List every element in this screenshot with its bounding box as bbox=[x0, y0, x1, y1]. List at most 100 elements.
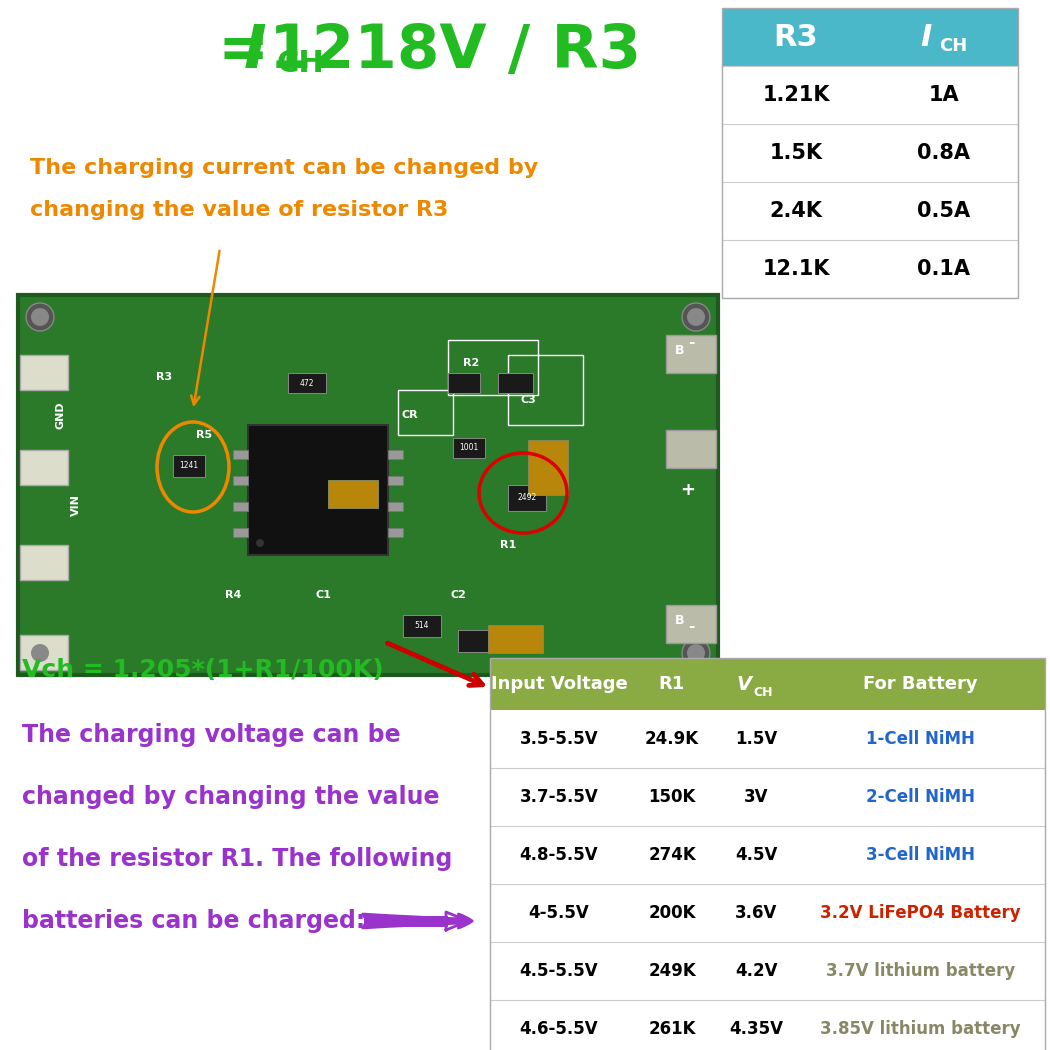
Bar bbox=[18, 295, 718, 675]
Bar bbox=[722, 66, 1018, 124]
Text: 1.21K: 1.21K bbox=[762, 85, 830, 105]
Text: C2: C2 bbox=[450, 590, 466, 600]
Text: -: - bbox=[688, 336, 694, 351]
Bar bbox=[666, 335, 716, 373]
Bar bbox=[448, 373, 480, 393]
Text: C1: C1 bbox=[315, 590, 331, 600]
Bar bbox=[20, 355, 68, 390]
Bar bbox=[448, 340, 538, 395]
Bar bbox=[388, 450, 403, 459]
Text: 3V: 3V bbox=[743, 788, 769, 806]
Text: 2492: 2492 bbox=[518, 494, 537, 503]
Text: 3.7V lithium battery: 3.7V lithium battery bbox=[826, 962, 1015, 980]
Bar bbox=[233, 528, 248, 537]
Text: R1: R1 bbox=[659, 675, 685, 693]
Ellipse shape bbox=[687, 308, 705, 326]
Bar bbox=[722, 240, 1018, 298]
Text: 1A: 1A bbox=[928, 85, 960, 105]
Text: 1-Cell NiMH: 1-Cell NiMH bbox=[866, 730, 975, 748]
Bar bbox=[233, 476, 248, 485]
Bar bbox=[490, 658, 1045, 1050]
Bar bbox=[388, 502, 403, 511]
Ellipse shape bbox=[32, 308, 49, 326]
Text: 3.7-5.5V: 3.7-5.5V bbox=[520, 788, 598, 806]
Text: The charging current can be changed by: The charging current can be changed by bbox=[30, 158, 539, 179]
Text: -: - bbox=[688, 620, 694, 634]
Bar bbox=[498, 373, 533, 393]
Text: 3-Cell NiMH: 3-Cell NiMH bbox=[866, 846, 975, 864]
Bar bbox=[398, 390, 453, 435]
Text: R1: R1 bbox=[500, 540, 517, 550]
Text: R3: R3 bbox=[774, 22, 818, 51]
Bar bbox=[490, 826, 1045, 884]
Text: 4-5.5V: 4-5.5V bbox=[528, 904, 589, 922]
Ellipse shape bbox=[26, 639, 54, 667]
Text: 261K: 261K bbox=[648, 1020, 696, 1038]
Bar bbox=[490, 710, 1045, 768]
Ellipse shape bbox=[256, 539, 264, 547]
Ellipse shape bbox=[682, 639, 710, 667]
Text: 1241: 1241 bbox=[180, 462, 198, 470]
Text: 4.8-5.5V: 4.8-5.5V bbox=[520, 846, 598, 864]
Bar bbox=[365, 918, 446, 925]
Text: 472: 472 bbox=[299, 378, 314, 387]
Text: CR: CR bbox=[401, 410, 418, 420]
Text: 12.1K: 12.1K bbox=[762, 259, 830, 279]
Text: C3: C3 bbox=[520, 395, 536, 405]
Text: CH: CH bbox=[753, 686, 773, 698]
Text: 1.5K: 1.5K bbox=[770, 143, 822, 163]
Text: 2-Cell NiMH: 2-Cell NiMH bbox=[866, 788, 975, 806]
Text: 2.4K: 2.4K bbox=[770, 201, 822, 220]
Text: 3.6V: 3.6V bbox=[735, 904, 777, 922]
Bar bbox=[722, 8, 1018, 298]
Text: For Battery: For Battery bbox=[863, 675, 978, 693]
Text: VIN: VIN bbox=[71, 495, 81, 516]
Text: Vch = 1.205*(1+R1/100K): Vch = 1.205*(1+R1/100K) bbox=[22, 658, 383, 682]
Text: 0.8A: 0.8A bbox=[918, 143, 970, 163]
Text: of the resistor R1. The following: of the resistor R1. The following bbox=[22, 847, 453, 871]
Bar bbox=[20, 545, 68, 580]
Text: Input Voltage: Input Voltage bbox=[490, 675, 628, 693]
Bar bbox=[722, 124, 1018, 182]
Bar bbox=[233, 450, 248, 459]
Text: =1218V / R3: =1218V / R3 bbox=[218, 22, 642, 82]
Text: 249K: 249K bbox=[648, 962, 696, 980]
Text: 0.5A: 0.5A bbox=[918, 201, 970, 220]
Bar bbox=[666, 605, 716, 643]
Text: R4: R4 bbox=[225, 590, 242, 600]
Text: 3.2V LiFePO4 Battery: 3.2V LiFePO4 Battery bbox=[820, 904, 1021, 922]
Text: 3.5-5.5V: 3.5-5.5V bbox=[520, 730, 598, 748]
Text: GND: GND bbox=[55, 401, 65, 428]
Text: V: V bbox=[736, 674, 752, 693]
Bar bbox=[528, 440, 568, 495]
Text: changing the value of resistor R3: changing the value of resistor R3 bbox=[30, 200, 448, 220]
Bar bbox=[490, 884, 1045, 942]
Text: +: + bbox=[680, 481, 695, 499]
Ellipse shape bbox=[682, 303, 710, 331]
Bar bbox=[453, 438, 485, 458]
Bar bbox=[288, 373, 326, 393]
Text: 1.5V: 1.5V bbox=[735, 730, 777, 748]
Bar bbox=[248, 425, 388, 555]
Bar bbox=[722, 8, 1018, 66]
Ellipse shape bbox=[26, 303, 54, 331]
Text: changed by changing the value: changed by changing the value bbox=[22, 785, 440, 808]
Bar bbox=[388, 528, 403, 537]
Bar bbox=[328, 480, 378, 508]
Text: R3: R3 bbox=[156, 372, 172, 382]
Text: 4.5-5.5V: 4.5-5.5V bbox=[520, 962, 598, 980]
Text: 200K: 200K bbox=[648, 904, 696, 922]
Text: CH: CH bbox=[939, 37, 967, 55]
Bar bbox=[388, 476, 403, 485]
Bar bbox=[20, 450, 68, 485]
Text: B: B bbox=[675, 613, 685, 627]
Text: 4.2V: 4.2V bbox=[735, 962, 777, 980]
Text: 4.35V: 4.35V bbox=[729, 1020, 783, 1038]
Text: CH: CH bbox=[276, 48, 323, 78]
Text: 4.6-5.5V: 4.6-5.5V bbox=[520, 1020, 598, 1038]
Bar bbox=[508, 355, 583, 425]
Text: 274K: 274K bbox=[648, 846, 696, 864]
Text: batteries can be charged:: batteries can be charged: bbox=[22, 909, 365, 933]
Bar bbox=[488, 625, 543, 653]
Text: 1001: 1001 bbox=[460, 443, 479, 453]
